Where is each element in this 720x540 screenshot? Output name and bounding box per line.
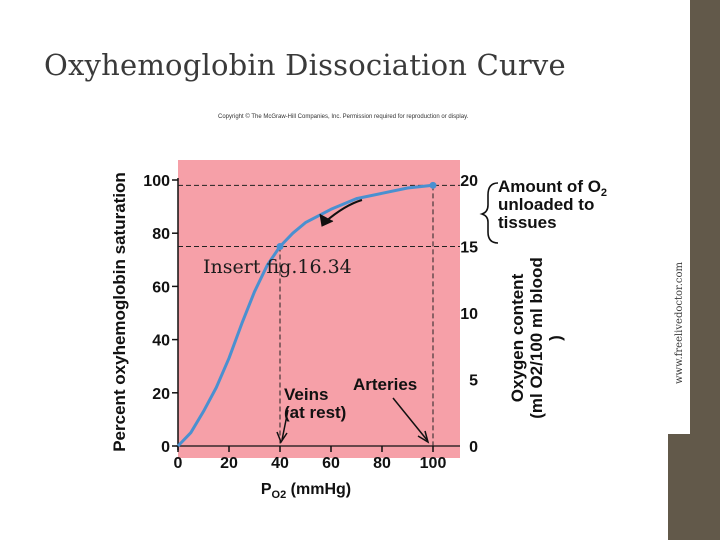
y-axis-left: 0 20 40 60 80 100 xyxy=(143,173,179,456)
y-axis-right-label: Oxygen content(ml O2/100 ml blood) xyxy=(508,257,565,419)
x-axis: 0 20 40 60 80 100 xyxy=(174,445,460,472)
right-decor-inner xyxy=(668,0,690,540)
y-axis-right: 0 5 10 15 20 xyxy=(460,173,478,456)
y2-tick-label: 15 xyxy=(460,240,478,257)
plot-area xyxy=(178,160,460,458)
annotation-arteries: Arteries xyxy=(353,375,417,394)
bracket-unloaded xyxy=(479,182,499,244)
annotation-veins: Veins xyxy=(284,385,328,404)
x-axis-label: PO2 (mmHg) xyxy=(261,481,351,501)
y-tick-label: 60 xyxy=(152,279,170,296)
y-tick-label: 40 xyxy=(152,333,170,350)
y-tick-label: 100 xyxy=(143,173,170,190)
y-tick-label: 0 xyxy=(161,439,170,456)
right-decor-bottom xyxy=(668,434,720,540)
annotations: Veins(at rest) Arteries Amount of O2unload… xyxy=(276,177,607,444)
data-points xyxy=(276,181,437,250)
y2-tick-label: 10 xyxy=(460,306,478,323)
annotation-unloaded: tissues xyxy=(498,213,557,232)
slide-title: Oxyhemoglobin Dissociation Curve xyxy=(44,48,566,82)
annotation-unloaded: unloaded to xyxy=(498,195,594,214)
y-tick-label: 80 xyxy=(152,226,170,243)
x-tick-label: 100 xyxy=(420,455,447,472)
arrow-arteries-head xyxy=(417,430,430,444)
annotation-veins: (at rest) xyxy=(284,403,346,422)
x-tick-label: 60 xyxy=(322,455,340,472)
copyright-notice: Copyright © The McGraw-Hill Companies, I… xyxy=(218,114,469,120)
y-tick-label: 20 xyxy=(152,386,170,403)
series-line xyxy=(176,183,434,448)
y2-tick-label: 0 xyxy=(469,439,478,456)
data-point xyxy=(276,243,284,250)
dashed-guides xyxy=(178,184,460,446)
data-point xyxy=(429,181,437,189)
x-tick-label: 40 xyxy=(271,455,289,472)
insert-figure-label: Insert fig.16.34 xyxy=(203,256,352,278)
y2-tick-label: 5 xyxy=(469,373,478,390)
y2-tick-label: 20 xyxy=(460,173,478,190)
arrow-veins-head xyxy=(276,431,288,444)
x-tick-label: 80 xyxy=(373,455,391,472)
y-axis-label: Percent oxyhemoglobin saturation xyxy=(110,172,129,452)
arrow-unload-head xyxy=(319,213,334,227)
arrow-veins xyxy=(281,409,289,441)
x-tick-label: 20 xyxy=(220,455,238,472)
x-tick-label: 0 xyxy=(174,455,183,472)
annotation-unloaded: Amount of O2 xyxy=(498,177,607,199)
arrow-arteries xyxy=(392,397,428,441)
